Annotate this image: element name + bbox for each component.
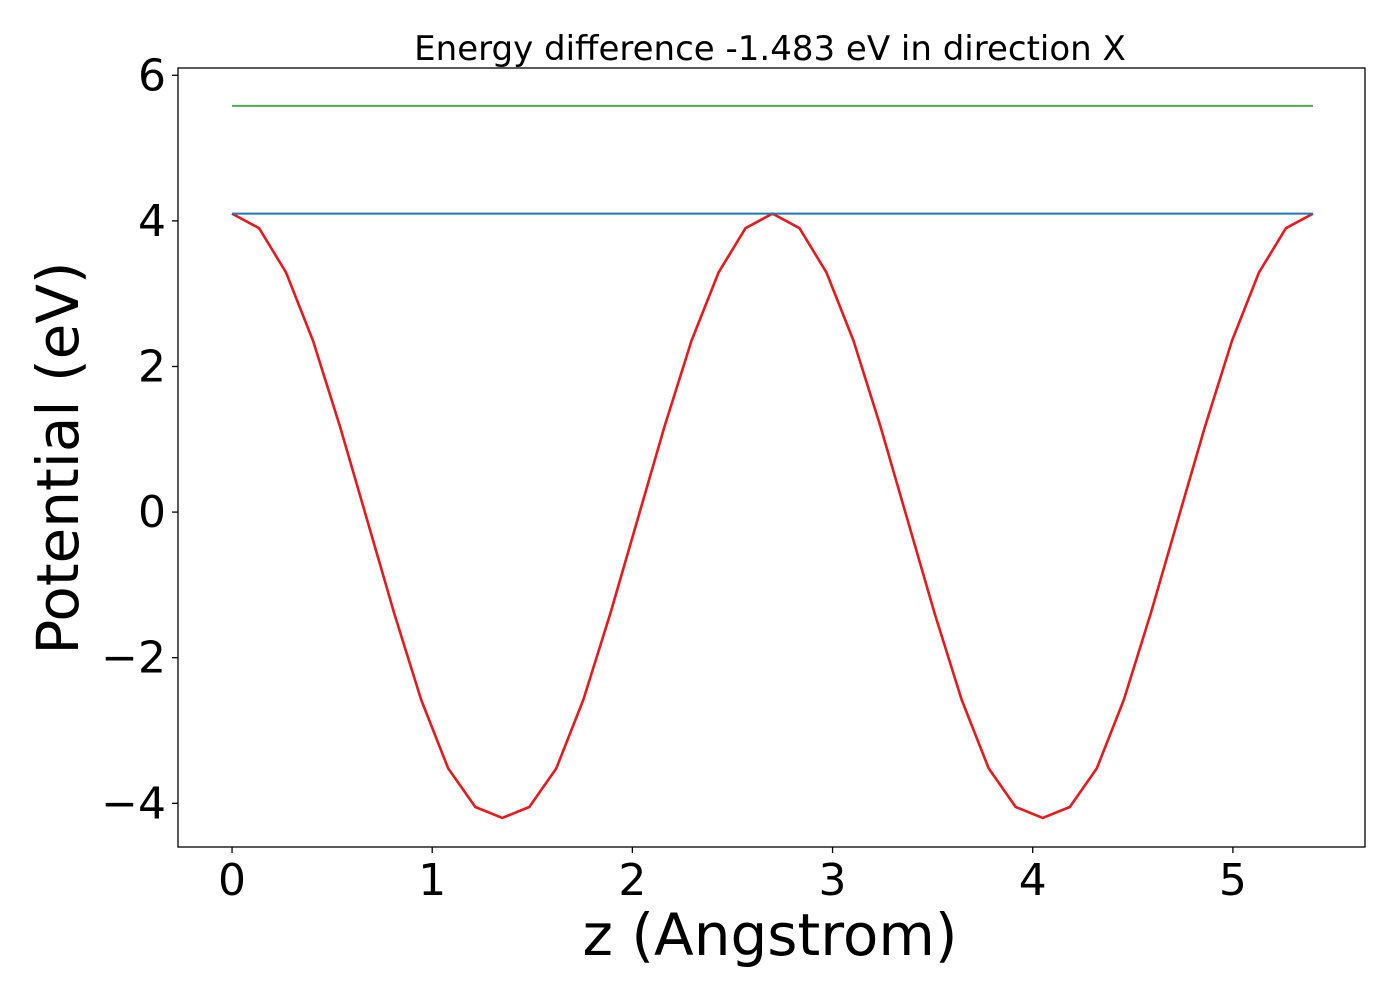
y-tick-label: 6 (138, 50, 166, 101)
x-axis-label: z (Angstrom) (583, 901, 958, 969)
y-axis-label: Potential (eV) (24, 261, 92, 654)
y-axis-ticks: −4 −2 0 2 4 6 (101, 50, 178, 829)
y-tick-label: −2 (101, 633, 166, 684)
y-tick-label: 4 (138, 196, 166, 247)
chart-title: Energy difference -1.483 eV in direction… (414, 29, 1126, 69)
x-tick-label: 4 (1019, 855, 1047, 906)
plot-frame (177, 67, 1366, 848)
y-tick-label: −4 (101, 778, 166, 829)
x-tick-label: 2 (618, 855, 646, 906)
x-tick-label: 5 (1219, 855, 1247, 906)
x-tick-label: 0 (218, 855, 246, 906)
y-tick-label: 0 (138, 487, 166, 538)
series-layer (231, 104, 1314, 820)
x-tick-label: 1 (418, 855, 446, 906)
x-tick-label: 3 (819, 855, 847, 906)
y-tick-label: 2 (138, 341, 166, 392)
x-axis-ticks: 0 1 2 3 4 5 (218, 847, 1247, 906)
